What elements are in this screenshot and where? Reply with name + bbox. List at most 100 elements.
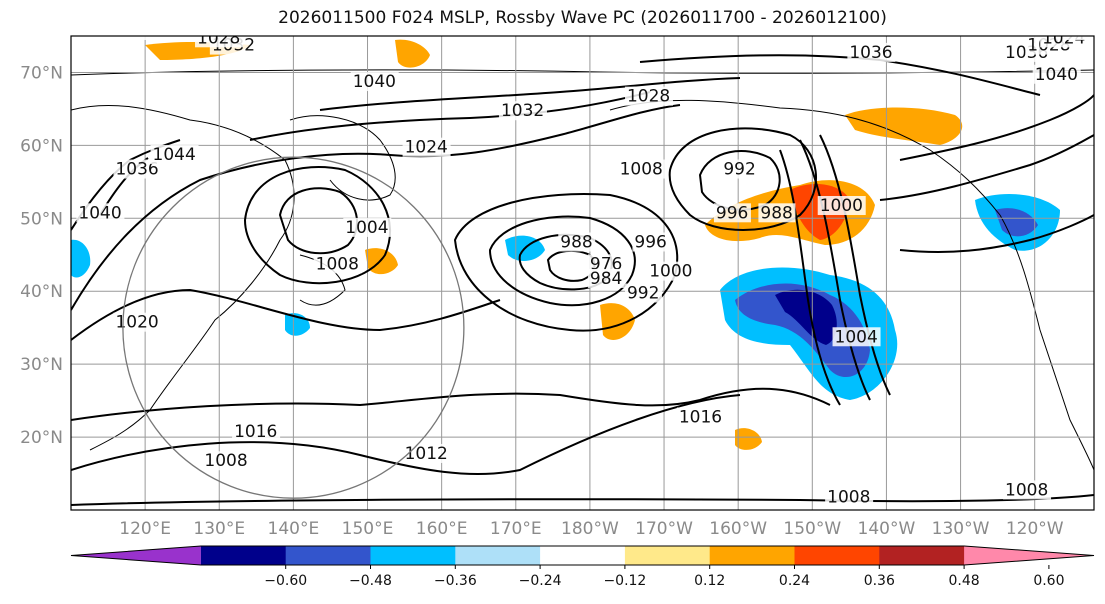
- longitude-labels: 120°E 130°E 140°E 150°E 160°E 170°E 180°W 170°W…: [119, 519, 1063, 539]
- colorbar-segment: [370, 546, 456, 565]
- isobar-label-bg: [313, 254, 362, 274]
- isobar-label-bg: [721, 159, 759, 179]
- isobar-label: 1008: [316, 254, 359, 274]
- lon-tick-label: 120°E: [119, 519, 171, 539]
- colorbar: −0.60 −0.48 −0.36 −0.24 −0.12 0.12 0.24 0.36 0.4…: [70, 545, 1095, 589]
- isobar-label: 992: [627, 284, 659, 304]
- isobar-label: 1000: [649, 262, 692, 282]
- lat-tick-label: 70°N: [20, 63, 63, 83]
- lat-tick-label: 60°N: [20, 136, 63, 156]
- isobar-1012: [71, 394, 741, 475]
- lon-tick-label: 150°E: [342, 519, 394, 539]
- isobar-low-japan-inner: [278, 187, 359, 255]
- lon-tick-label: 150°W: [783, 519, 841, 539]
- map-title: 2026011500 F024 MSLP, Rossby Wave PC (20…: [278, 8, 887, 28]
- isobar-label: 1020: [1064, 21, 1105, 41]
- colorbar-segment: [879, 546, 965, 565]
- highlight-circle: [122, 156, 465, 499]
- isobar-1020: [71, 288, 501, 341]
- isobar-trough-3: [779, 149, 841, 406]
- isobar-label: 1036: [849, 43, 892, 63]
- isobar-label: 1004: [345, 218, 388, 238]
- lat-tick-label: 40°N: [20, 282, 63, 302]
- colorbar-segment: [709, 546, 795, 565]
- lon-tick-label: 160°W: [709, 519, 767, 539]
- anomaly-positive-hawaii: [735, 428, 762, 450]
- lon-tick-label: 170°W: [635, 519, 693, 539]
- colorbar-tick-label: 0.60: [1033, 573, 1064, 589]
- colorbar-segment: [964, 546, 1094, 565]
- isobar-high-ne: [899, 94, 1094, 161]
- isobar-label-bg: [587, 268, 625, 288]
- isobar-label: 1024: [405, 138, 448, 158]
- isobar-label: 1008: [1005, 480, 1048, 500]
- isobar-label-bg: [202, 451, 251, 471]
- lon-tick-label: 120°W: [1006, 519, 1064, 539]
- isobar-label-bg: [847, 42, 896, 62]
- isobar-label-bg: [825, 487, 874, 507]
- isobar-label-bg: [498, 101, 547, 121]
- isobar-label: 984: [590, 269, 622, 289]
- isobar-label-bg: [76, 203, 125, 223]
- anomaly-negative-pacific-deep: [775, 289, 837, 345]
- isobar-label: 996: [634, 232, 666, 252]
- isobar-label: 1012: [405, 444, 448, 464]
- coast-north-america: [999, 214, 1094, 471]
- lon-tick-label: 180°W: [561, 519, 619, 539]
- anomaly-positive-east-siberia: [395, 39, 430, 68]
- lon-tick-label: 140°E: [268, 519, 320, 539]
- isobar-label-bg: [624, 283, 662, 303]
- isobar-label-bg: [1003, 480, 1052, 500]
- isobar-1008-south: [71, 494, 1094, 506]
- isobar-label: 1028: [627, 87, 670, 107]
- isobar-label-bg: [402, 443, 451, 463]
- isobar-trough-2: [819, 134, 891, 396]
- anomaly-negative-bc-core: [995, 208, 1038, 237]
- isobar-label: 1032: [501, 101, 544, 121]
- isobar-label: 1008: [620, 160, 663, 180]
- isobar-label: 1044: [153, 145, 196, 165]
- anomaly-positive-alaska: [845, 107, 963, 145]
- coast-asia: [71, 104, 295, 451]
- isobar-label-bg: [343, 217, 392, 237]
- isobar-label: 1008: [204, 451, 247, 471]
- colorbar-segment: [455, 546, 541, 565]
- lon-tick-label: 160°E: [416, 519, 468, 539]
- lon-tick-label: 170°E: [490, 519, 542, 539]
- isobar-label-bg: [1032, 64, 1081, 84]
- isobar-label: 988: [560, 232, 592, 252]
- anomaly-negative-pacific-core: [735, 283, 870, 378]
- colorbar-tick-label: 0.24: [779, 573, 810, 589]
- isobar-label-bg: [587, 254, 625, 274]
- colorbar-tick-label: 0.36: [864, 573, 895, 589]
- isobar-label: 1000: [820, 196, 863, 216]
- isobar-label-bg: [632, 232, 670, 252]
- map-frame: [70, 35, 1095, 511]
- isobar-1028: [249, 91, 651, 141]
- isobar-label: 1040: [78, 203, 121, 223]
- isobar-label: 992: [723, 160, 755, 180]
- isobar-label-bg: [113, 159, 162, 179]
- latitude-labels: 70°N 60°N 50°N 40°N 30°N 20°N: [20, 63, 63, 448]
- colorbar-segment: [285, 546, 371, 565]
- colorbar-tick-label: −0.60: [264, 573, 307, 589]
- colorbar-tick-label: −0.48: [349, 573, 392, 589]
- isobar-label-bg: [676, 407, 725, 427]
- isobar-high-east-2: [899, 214, 1094, 253]
- lat-lon-grid: [71, 36, 1094, 510]
- isobar-label-bg: [113, 312, 162, 332]
- isobar-label-bg: [350, 72, 399, 92]
- isobar-label-bg: [150, 144, 199, 164]
- isobar-label: 1016: [679, 407, 722, 427]
- isobar-low-japan-outer: [243, 166, 391, 285]
- isobar-label-bg: [624, 86, 673, 106]
- isobar-label: 1016: [234, 422, 277, 442]
- isobar-low-gulf-outer: [668, 127, 817, 231]
- isobar-label-bg: [832, 327, 881, 347]
- isobar-label-bg: [617, 159, 666, 179]
- isobar-label-bg: [558, 232, 596, 252]
- isobar-label-bg: [758, 203, 796, 223]
- isobar-label: 1020: [115, 313, 158, 333]
- isobar-label: 1008: [827, 488, 870, 508]
- colorbar-tick-label: −0.36: [434, 573, 477, 589]
